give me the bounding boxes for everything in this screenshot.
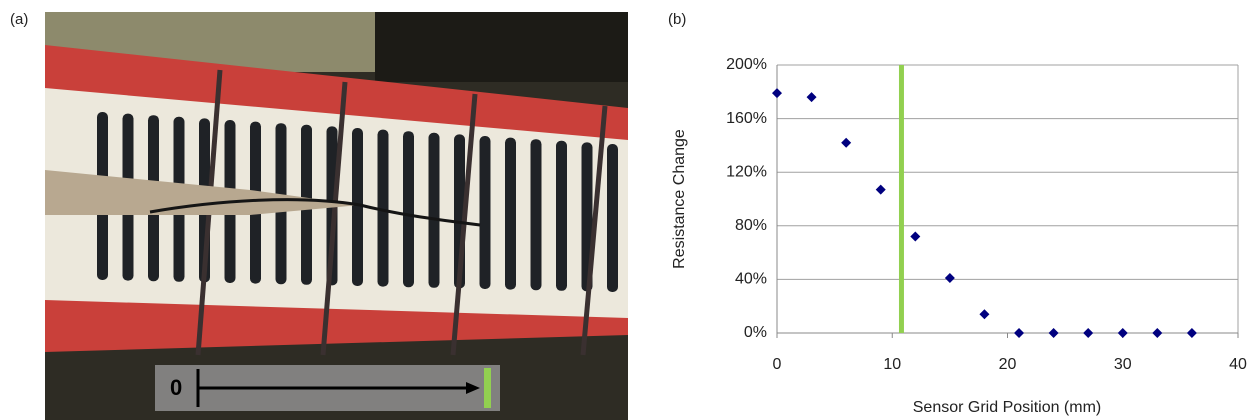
electrode (352, 128, 363, 286)
data-point (1152, 328, 1162, 338)
electrode (556, 141, 567, 291)
electrode (531, 139, 542, 290)
x-tick-label: 0 (773, 356, 782, 373)
data-point (1049, 328, 1059, 338)
scale-marker (484, 368, 491, 408)
scale-label: 0 (170, 375, 182, 400)
data-point (1014, 328, 1024, 338)
electrode (429, 133, 440, 288)
data-point (876, 185, 886, 195)
y-tick-label: 40% (735, 271, 767, 288)
y-tick-label: 160% (726, 110, 767, 127)
y-tick-label: 120% (726, 163, 767, 180)
x-tick-label: 20 (999, 356, 1017, 373)
electrode (480, 136, 491, 289)
figure: (a) 0 (b) Resistance Change Sensor Grid … (0, 0, 1257, 420)
electrode (505, 138, 516, 290)
photo-background (375, 12, 628, 82)
data-point (979, 309, 989, 319)
x-tick-label: 10 (883, 356, 901, 373)
data-point (807, 92, 817, 102)
y-tick-label: 80% (735, 217, 767, 234)
y-axis-title: Resistance Change (671, 129, 688, 269)
panel-label: (b) (668, 11, 686, 28)
x-tick-label: 40 (1229, 356, 1247, 373)
data-point (1118, 328, 1128, 338)
photo: 0 (45, 12, 628, 420)
electrode (607, 144, 618, 292)
panel-label: (a) (10, 11, 28, 28)
electrode (403, 131, 414, 287)
y-tick-label: 0% (744, 324, 767, 341)
x-axis-title: Sensor Grid Position (mm) (913, 399, 1102, 416)
data-point (841, 138, 851, 148)
data-point (945, 273, 955, 283)
data-point (772, 88, 782, 98)
x-tick-label: 30 (1114, 356, 1132, 373)
y-tick-label: 200% (726, 56, 767, 73)
data-point (910, 232, 920, 242)
data-point (1083, 328, 1093, 338)
data-point (1187, 328, 1197, 338)
